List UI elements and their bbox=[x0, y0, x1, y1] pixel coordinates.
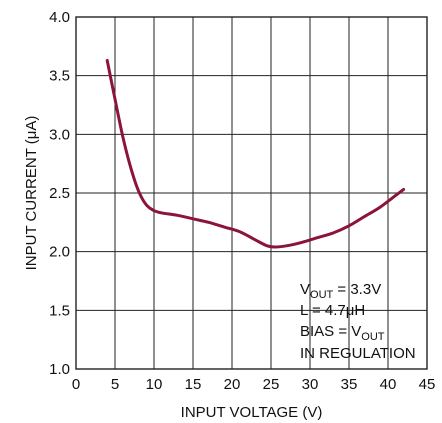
x-tick-label: 5 bbox=[111, 376, 119, 393]
y-tick-label: 1.5 bbox=[49, 302, 70, 319]
x-axis-title: INPUT VOLTAGE (V) bbox=[181, 404, 323, 421]
series-line bbox=[105, 58, 406, 249]
y-tick-label: 2.0 bbox=[49, 244, 70, 261]
annotation-bias: BIAS = VOUT bbox=[300, 323, 385, 343]
x-tick-label: 45 bbox=[419, 376, 436, 393]
x-tick-label: 10 bbox=[146, 376, 163, 393]
conditions-annotation: VOUT = 3.3V L = 4.7μH BIAS = VOUT IN REG… bbox=[300, 281, 416, 362]
x-tick-label: 30 bbox=[302, 376, 319, 393]
annotation-inductor: L = 4.7μH bbox=[300, 302, 365, 319]
x-tick-label: 0 bbox=[72, 376, 80, 393]
annotation-vout: VOUT = 3.3V bbox=[300, 281, 381, 301]
y-axis-title: INPUT CURRENT (μA) bbox=[23, 116, 40, 271]
y-tick-label: 1.0 bbox=[49, 361, 70, 378]
y-tick-label: 4.0 bbox=[49, 9, 70, 26]
plot-area-frame bbox=[75, 16, 428, 370]
y-tick-label: 3.5 bbox=[49, 68, 70, 85]
grid-lines bbox=[76, 17, 427, 369]
x-tick-label: 25 bbox=[263, 376, 280, 393]
tick-labels: 0 5 10 15 20 25 30 35 40 45 1.0 1.5 2.0 2.5 3.0 3.5 4.0 bbox=[49, 9, 435, 393]
x-tick-label: 20 bbox=[224, 376, 241, 393]
x-tick-label: 40 bbox=[380, 376, 397, 393]
y-tick-label: 3.0 bbox=[49, 126, 70, 143]
x-tick-label: 35 bbox=[341, 376, 358, 393]
x-tick-label: 15 bbox=[185, 376, 202, 393]
y-tick-label: 2.5 bbox=[49, 185, 70, 202]
series-layer bbox=[105, 58, 406, 249]
annotation-regulation: IN REGULATION bbox=[300, 345, 416, 362]
